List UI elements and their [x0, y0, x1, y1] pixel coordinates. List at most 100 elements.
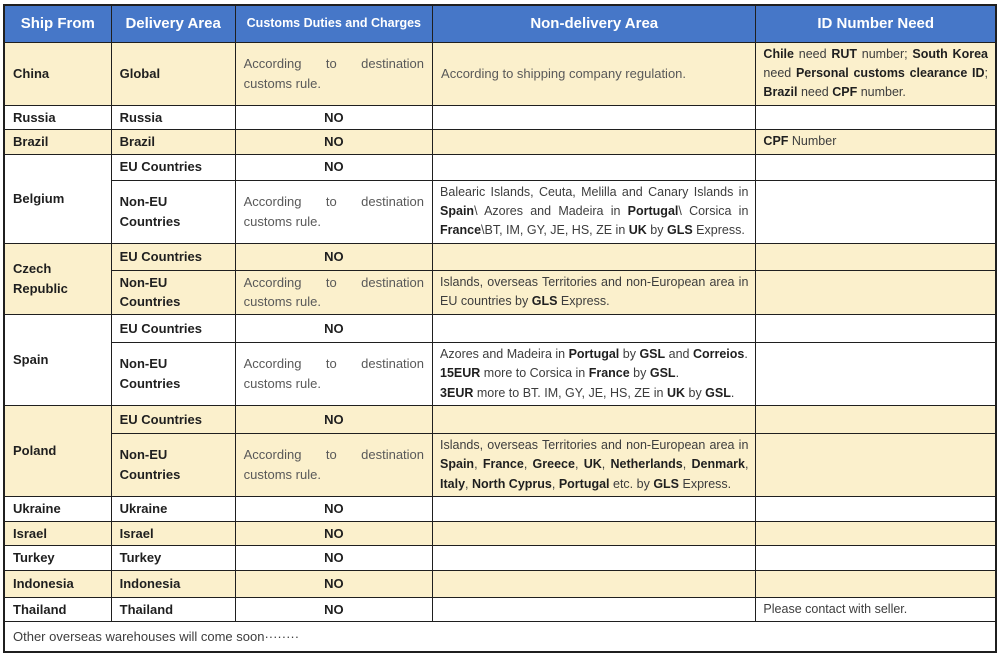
header-customs-duties: Customs Duties and Charges — [234, 4, 434, 43]
row-spain-non-eu: Non-EU Countries According to destinatio… — [4, 341, 997, 406]
spain-ship-from: Spain — [3, 313, 112, 406]
thailand-ship-from: Thailand — [3, 596, 112, 622]
row-poland-eu: Poland EU Countries NO — [3, 404, 997, 498]
turkey-ship-from: Turkey — [3, 545, 112, 571]
poland-eu-non-delivery — [432, 404, 757, 434]
china-customs: According to destination customs rule. — [234, 41, 434, 106]
poland-ship-from: Poland — [3, 404, 112, 498]
poland-non-eu-id-need — [755, 432, 997, 498]
row-czech-eu: Czech Republic EU Countries NO — [3, 242, 997, 315]
row-czech-non-eu: Non-EU Countries According to destinatio… — [4, 269, 997, 315]
spain-non-eu-customs: According to destination customs rule. — [234, 341, 434, 406]
belgium-non-eu-id-need — [755, 179, 997, 244]
israel-ship-from: Israel — [3, 520, 112, 546]
header-row: Ship From Delivery Area Customs Duties a… — [3, 4, 997, 43]
indonesia-ship-from: Indonesia — [3, 569, 112, 598]
poland-eu-delivery-area: EU Countries — [110, 404, 236, 434]
czech-non-eu-delivery-area: Non-EU Countries — [110, 269, 236, 315]
spain-non-eu-id-need — [755, 341, 997, 406]
indonesia-id-need — [755, 569, 997, 598]
thailand-non-delivery — [432, 596, 757, 622]
row-china: China Global According to destination cu… — [3, 41, 997, 106]
row-belgium-eu: Belgium EU Countries NO — [3, 153, 997, 244]
czech-eu-customs: NO — [234, 242, 434, 271]
poland-non-eu-delivery-area: Non-EU Countries — [110, 432, 236, 498]
russia-id-need — [755, 104, 997, 131]
indonesia-delivery-area: Indonesia — [110, 569, 236, 598]
poland-eu-id-need — [755, 404, 997, 434]
belgium-eu-delivery-area: EU Countries — [110, 153, 236, 181]
china-delivery-area: Global — [110, 41, 236, 106]
ukraine-id-need — [755, 496, 997, 522]
china-non-delivery: According to shipping company regulation… — [432, 41, 757, 106]
brazil-customs: NO — [234, 129, 434, 155]
indonesia-non-delivery — [432, 569, 757, 598]
spain-non-eu-non-delivery: Azores and Madeira in Portugal by GSL an… — [432, 341, 757, 406]
israel-customs: NO — [234, 520, 434, 546]
israel-delivery-area: Israel — [110, 520, 236, 546]
thailand-delivery-area: Thailand — [110, 596, 236, 622]
row-thailand: Thailand Thailand NO Please contact with… — [3, 596, 997, 622]
ukraine-ship-from: Ukraine — [3, 496, 112, 522]
russia-ship-from: Russia — [3, 104, 112, 131]
belgium-eu-customs: NO — [234, 153, 434, 181]
row-belgium-non-eu: Non-EU Countries According to destinatio… — [4, 179, 997, 244]
czech-eu-delivery-area: EU Countries — [110, 242, 236, 271]
row-israel: Israel Israel NO — [3, 520, 997, 546]
china-id-need: Chile need RUT number; South Korea need … — [755, 41, 997, 106]
czech-eu-non-delivery — [432, 242, 757, 271]
row-ukraine: Ukraine Ukraine NO — [3, 496, 997, 522]
czech-non-eu-customs: According to destination customs rule. — [234, 269, 434, 315]
spain-eu-customs: NO — [234, 313, 434, 343]
turkey-id-need — [755, 545, 997, 571]
brazil-ship-from: Brazil — [3, 129, 112, 155]
israel-non-delivery — [432, 520, 757, 546]
row-indonesia: Indonesia Indonesia NO — [3, 569, 997, 598]
indonesia-customs: NO — [234, 569, 434, 598]
header-id-number-need: ID Number Need — [755, 4, 997, 43]
brazil-id-need: CPF Number — [755, 129, 997, 155]
belgium-eu-non-delivery — [432, 153, 757, 181]
shipping-table: Ship From Delivery Area Customs Duties a… — [3, 4, 997, 653]
thailand-id-need: Please contact with seller. — [755, 596, 997, 622]
header-non-delivery-area: Non-delivery Area — [432, 4, 757, 43]
spain-eu-non-delivery — [432, 313, 757, 343]
czech-ship-from: Czech Republic — [3, 242, 112, 315]
belgium-eu-id-need — [755, 153, 997, 181]
row-brazil: Brazil Brazil NO CPF Number — [3, 129, 997, 155]
spain-eu-delivery-area: EU Countries — [110, 313, 236, 343]
russia-non-delivery — [432, 104, 757, 131]
thailand-customs: NO — [234, 596, 434, 622]
belgium-ship-from: Belgium — [3, 153, 112, 244]
turkey-customs: NO — [234, 545, 434, 571]
belgium-non-eu-non-delivery: Balearic Islands, Ceuta, Melilla and Can… — [432, 179, 757, 244]
poland-non-eu-customs: According to destination customs rule. — [234, 432, 434, 498]
ukraine-non-delivery — [432, 496, 757, 522]
brazil-delivery-area: Brazil — [110, 129, 236, 155]
shipping-info-sheet: Ship From Delivery Area Customs Duties a… — [3, 4, 997, 653]
spain-non-eu-delivery-area: Non-EU Countries — [110, 341, 236, 406]
belgium-non-eu-delivery-area: Non-EU Countries — [110, 179, 236, 244]
russia-customs: NO — [234, 104, 434, 131]
row-spain-eu: Spain EU Countries NO — [3, 313, 997, 406]
row-russia: Russia Russia NO — [3, 104, 997, 131]
poland-eu-customs: NO — [234, 404, 434, 434]
turkey-non-delivery — [432, 545, 757, 571]
header-ship-from: Ship From — [3, 4, 112, 43]
russia-delivery-area: Russia — [110, 104, 236, 131]
row-turkey: Turkey Turkey NO — [3, 545, 997, 571]
brazil-non-delivery — [432, 129, 757, 155]
spain-eu-id-need — [755, 313, 997, 343]
row-poland-non-eu: Non-EU Countries According to destinatio… — [4, 432, 997, 498]
ukraine-delivery-area: Ukraine — [110, 496, 236, 522]
israel-id-need — [755, 520, 997, 546]
ukraine-customs: NO — [234, 496, 434, 522]
poland-non-eu-non-delivery: Islands, overseas Territories and non-Eu… — [432, 432, 757, 498]
china-ship-from: China — [3, 41, 112, 106]
belgium-non-eu-customs: According to destination customs rule. — [234, 179, 434, 244]
czech-non-eu-non-delivery: Islands, overseas Territories and non-Eu… — [432, 269, 757, 315]
czech-non-eu-id-need — [755, 269, 997, 315]
header-delivery-area: Delivery Area — [110, 4, 236, 43]
turkey-delivery-area: Turkey — [110, 545, 236, 571]
czech-eu-id-need — [755, 242, 997, 271]
